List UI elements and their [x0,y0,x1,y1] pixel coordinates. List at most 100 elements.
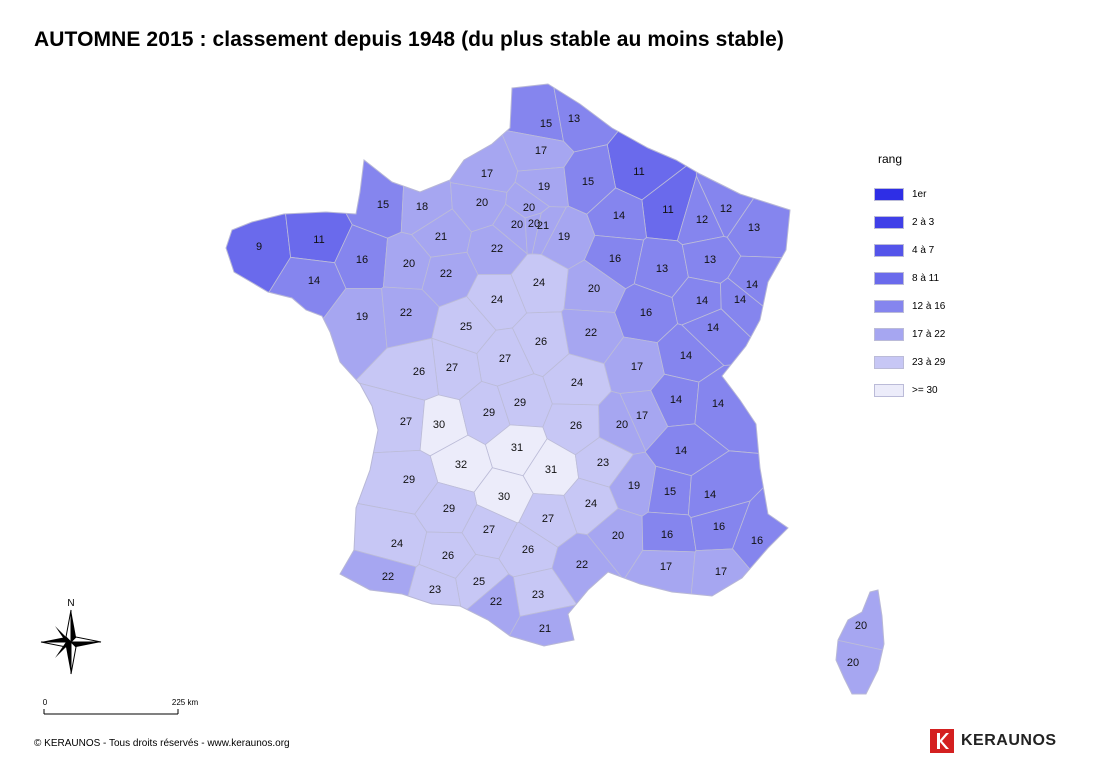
department-rank-label: 20 [403,258,415,270]
department-rank-label: 19 [356,311,368,323]
department-rank-label: 14 [746,279,758,291]
department-rank-label: 20 [588,283,600,295]
department-area [372,84,564,142]
legend-item: >= 30 [874,376,945,404]
department-rank-label: 14 [675,445,687,457]
department-rank-label: 21 [435,231,447,243]
north-label: N [67,598,74,609]
department-rank-label: 15 [540,118,552,130]
department-rank-label: 20 [476,197,488,209]
france-outline [225,83,791,647]
department-area [422,604,698,646]
department-rank-label: 26 [535,336,547,348]
department-rank-label: 14 [712,398,724,410]
department-rank-label: 24 [533,277,545,289]
department-area [677,548,790,646]
department-rank-label: 24 [571,377,583,389]
department-rank-label: 14 [670,394,682,406]
department-rank-label: 18 [416,201,428,213]
department-rank-label: 23 [429,584,441,596]
scale-start-label: 0 [43,698,48,707]
legend-item: 8 à 11 [874,264,945,292]
keraunos-logo-icon [930,729,954,753]
legend-swatch [874,299,904,313]
department-rank-label: 29 [403,474,415,486]
department-rank-label: 11 [313,234,324,246]
legend: rang 1er 2 à 3 4 à 7 8 à 11 12 à 16 17 à 22 23… [874,152,945,404]
department-rank-label: 26 [522,544,534,556]
department-rank-label: 23 [597,457,609,469]
department-rank-label: 26 [570,420,582,432]
legend-swatch [874,383,904,397]
department-area [226,381,426,463]
department-rank-label: 26 [413,366,425,378]
department-rank-label: 16 [640,307,652,319]
department-rank-label: 24 [491,294,503,306]
department-rank-label: 22 [585,327,597,339]
department-rank-label: 22 [576,559,588,571]
department-rank-label: 22 [490,596,502,608]
department-rank-label: 24 [585,498,597,510]
department-rank-label: 29 [483,407,495,419]
department-rank-label: 14 [704,489,716,501]
department-rank-label: 19 [538,181,550,193]
department-rank-label: 14 [734,294,746,306]
department-rank-label: 17 [660,561,672,573]
department-rank-label: 19 [558,231,570,243]
department-area [727,255,790,410]
legend-swatch [874,215,904,229]
department-rank-label: 17 [631,361,643,373]
department-rank-label: 26 [442,550,454,562]
department-rank-label: 19 [628,480,640,492]
department-rank-label: 20 [612,530,624,542]
department-rank-label: 16 [751,535,763,547]
scale-end-label: 225 km [172,698,199,707]
legend-swatch [874,271,904,285]
map-title: AUTOMNE 2015 : classement depuis 1948 (d… [34,28,785,51]
legend-item: 23 à 29 [874,348,945,376]
department-rank-label: 14 [613,210,625,222]
department-rank-label: 27 [483,524,495,536]
department-area [372,84,519,193]
department-rank-label: 15 [377,199,389,211]
department-area [732,405,790,646]
department-rank-label: 12 [696,214,708,226]
department-rank-label: 21 [537,220,549,232]
legend-label: 8 à 11 [912,272,940,284]
department-area [695,84,790,238]
brand-name: KERAUNOS [961,732,1057,749]
legend-label: 2 à 3 [912,216,935,228]
department-rank-label: 16 [713,521,725,533]
legend-label: >= 30 [912,384,938,396]
department-rank-label: 13 [748,222,760,234]
department-rank-label: 31 [545,464,557,476]
department-rank-label: 11 [633,166,644,178]
department-rank-label: 20 [855,620,867,632]
department-rank-label: 16 [609,253,621,265]
department-rank-label: 14 [707,322,719,334]
department-rank-label: 25 [473,576,485,588]
department-area [534,84,743,153]
legend-swatch [874,327,904,341]
legend-swatch [874,355,904,369]
department-area [226,256,347,477]
department-rank-label: 20 [528,218,540,230]
department-rank-label: 13 [704,254,716,266]
department-rank-label: 27 [446,362,458,374]
department-rank-label: 22 [491,243,503,255]
department-rank-label: 16 [661,529,673,541]
department-rank-label: 29 [514,397,526,409]
department-rank-label: 20 [511,219,523,231]
department-area [226,84,292,547]
department-rank-label: 17 [636,410,648,422]
department-rank-label: 22 [440,268,452,280]
department-rank-label: 21 [539,623,551,635]
department-rank-label: 23 [532,589,544,601]
compass-rose-icon: N [40,598,102,675]
legend-item: 2 à 3 [874,208,945,236]
department-rank-label: 15 [582,176,594,188]
department-rank-label: 32 [455,459,467,471]
department-rank-label: 13 [568,113,580,125]
corsica-outline [835,589,885,695]
